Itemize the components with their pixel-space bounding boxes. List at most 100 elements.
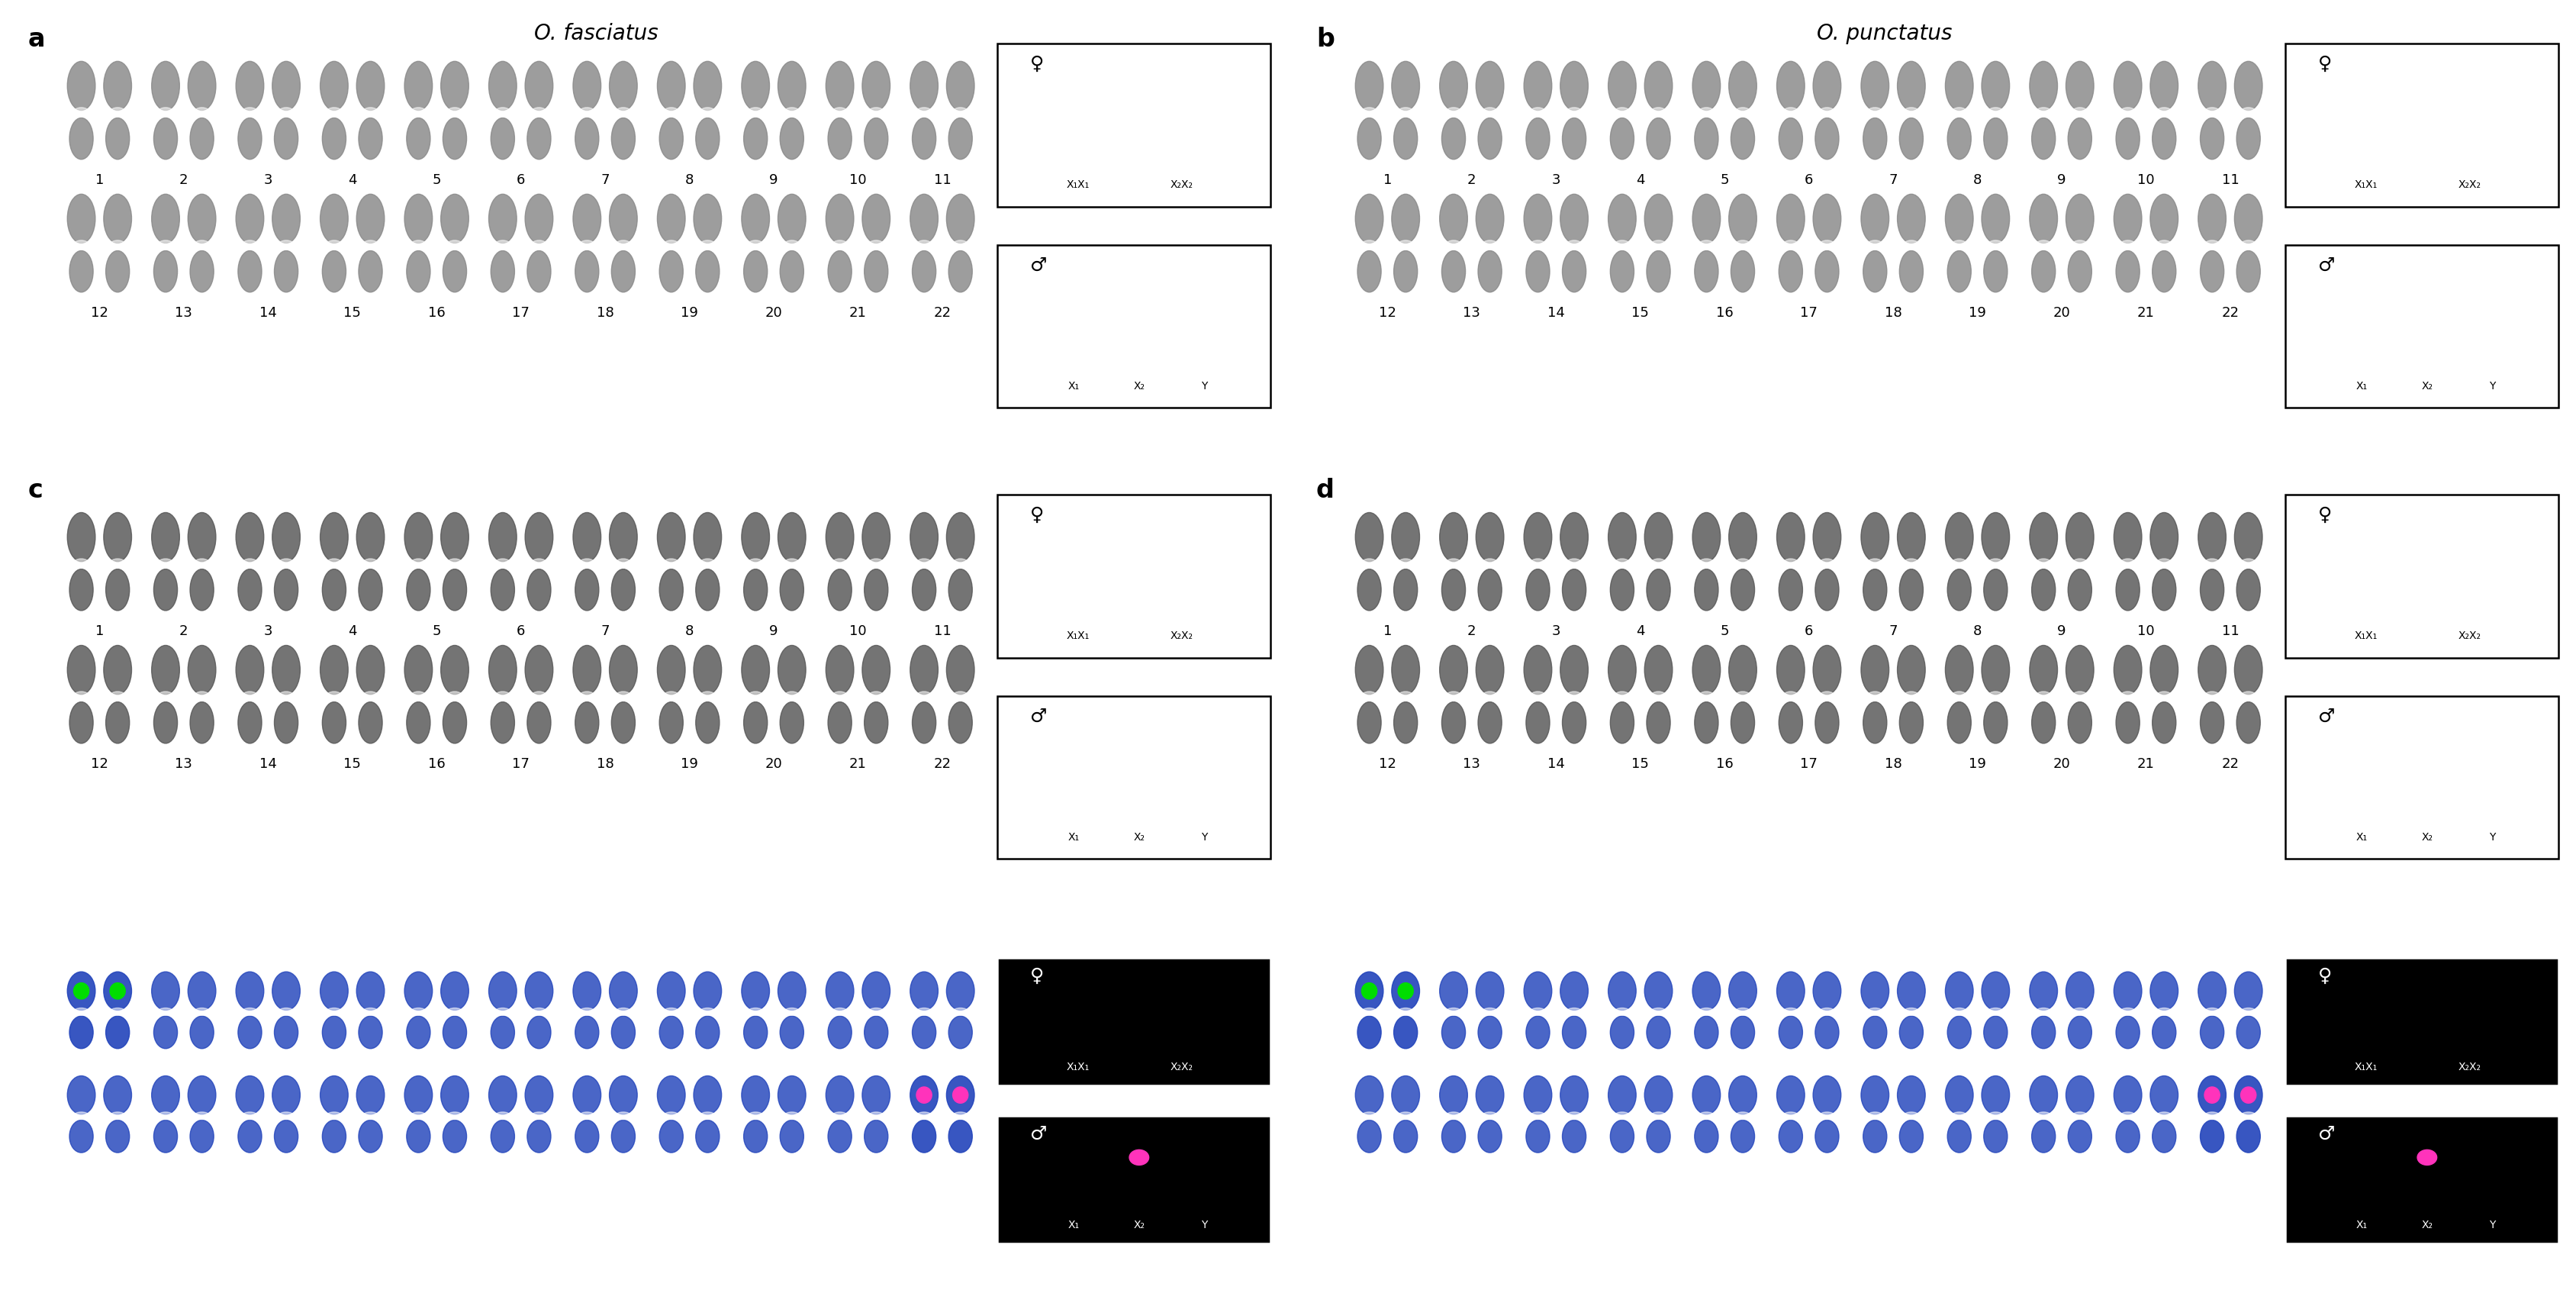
- Ellipse shape: [2205, 692, 2221, 701]
- Ellipse shape: [945, 645, 974, 694]
- Text: X₂: X₂: [1133, 1219, 1144, 1231]
- Ellipse shape: [2071, 107, 2087, 116]
- Ellipse shape: [1525, 1016, 1551, 1049]
- Text: 13: 13: [1463, 1164, 1481, 1178]
- Ellipse shape: [157, 1009, 173, 1015]
- Ellipse shape: [492, 569, 515, 610]
- Ellipse shape: [1816, 569, 1839, 610]
- Text: 3: 3: [263, 1060, 273, 1073]
- Ellipse shape: [1399, 559, 1414, 568]
- Ellipse shape: [1615, 240, 1631, 250]
- Ellipse shape: [1193, 284, 1216, 322]
- Ellipse shape: [574, 702, 598, 743]
- Text: 10: 10: [2138, 625, 2154, 639]
- Ellipse shape: [747, 692, 762, 701]
- Ellipse shape: [953, 692, 969, 701]
- Ellipse shape: [657, 61, 685, 110]
- Ellipse shape: [106, 1120, 129, 1152]
- Text: 15: 15: [1631, 1164, 1649, 1178]
- Ellipse shape: [448, 1009, 464, 1015]
- Ellipse shape: [1128, 769, 1149, 778]
- Ellipse shape: [237, 118, 263, 159]
- Ellipse shape: [489, 194, 518, 243]
- Ellipse shape: [495, 559, 510, 568]
- Ellipse shape: [2344, 727, 2380, 773]
- Ellipse shape: [2069, 569, 2092, 610]
- Ellipse shape: [1525, 645, 1551, 694]
- Ellipse shape: [2352, 769, 2372, 778]
- Ellipse shape: [2378, 118, 2396, 125]
- Ellipse shape: [492, 702, 515, 743]
- Text: 6: 6: [1806, 1060, 1814, 1073]
- Ellipse shape: [75, 983, 90, 999]
- Ellipse shape: [2154, 1120, 2177, 1152]
- Ellipse shape: [827, 702, 853, 743]
- Text: 15: 15: [343, 1164, 361, 1178]
- Ellipse shape: [407, 118, 430, 159]
- Ellipse shape: [1561, 251, 1587, 292]
- Ellipse shape: [2156, 559, 2172, 568]
- Ellipse shape: [1860, 1076, 1888, 1115]
- Ellipse shape: [783, 692, 799, 701]
- Ellipse shape: [1440, 194, 1468, 243]
- Ellipse shape: [237, 1016, 263, 1049]
- Ellipse shape: [1777, 194, 1806, 243]
- Text: 20: 20: [2053, 758, 2071, 771]
- Ellipse shape: [2439, 1016, 2458, 1021]
- Text: 17: 17: [1801, 758, 1819, 771]
- Ellipse shape: [2032, 1120, 2056, 1152]
- Ellipse shape: [1777, 512, 1806, 561]
- Ellipse shape: [1899, 251, 1924, 292]
- Ellipse shape: [404, 194, 433, 243]
- Ellipse shape: [1440, 61, 1468, 110]
- Text: Y: Y: [1200, 1219, 1208, 1231]
- Ellipse shape: [2329, 528, 2362, 572]
- Text: X₁: X₁: [2357, 381, 2367, 392]
- Ellipse shape: [909, 645, 938, 694]
- Ellipse shape: [531, 1009, 546, 1015]
- Ellipse shape: [1059, 328, 1090, 367]
- Ellipse shape: [778, 194, 806, 243]
- Ellipse shape: [2236, 1120, 2259, 1152]
- Ellipse shape: [1814, 1076, 1842, 1115]
- Ellipse shape: [410, 559, 425, 568]
- Ellipse shape: [407, 251, 430, 292]
- Ellipse shape: [2115, 1076, 2141, 1115]
- Ellipse shape: [1868, 559, 1883, 568]
- Text: 11: 11: [933, 173, 951, 187]
- Text: 3: 3: [263, 173, 273, 187]
- Ellipse shape: [1945, 1076, 1973, 1115]
- Ellipse shape: [948, 1120, 971, 1152]
- Ellipse shape: [443, 118, 466, 159]
- Text: 14: 14: [1548, 1164, 1564, 1178]
- Text: 1: 1: [95, 1060, 103, 1073]
- Ellipse shape: [1989, 107, 2004, 116]
- Ellipse shape: [157, 107, 173, 116]
- Ellipse shape: [1816, 118, 1839, 159]
- Ellipse shape: [1056, 727, 1092, 773]
- Ellipse shape: [1695, 1120, 1718, 1152]
- Ellipse shape: [701, 1112, 716, 1120]
- Ellipse shape: [2434, 534, 2465, 572]
- Ellipse shape: [103, 645, 131, 694]
- Ellipse shape: [693, 194, 721, 243]
- Ellipse shape: [574, 118, 598, 159]
- Ellipse shape: [953, 107, 969, 116]
- Ellipse shape: [2200, 1120, 2223, 1152]
- Ellipse shape: [1814, 61, 1842, 110]
- Ellipse shape: [1149, 127, 1175, 158]
- Ellipse shape: [2486, 771, 2499, 778]
- Ellipse shape: [1860, 512, 1888, 561]
- Ellipse shape: [1868, 1112, 1883, 1120]
- Ellipse shape: [1043, 578, 1072, 615]
- Ellipse shape: [2205, 1112, 2221, 1120]
- Ellipse shape: [1090, 569, 1108, 577]
- Ellipse shape: [2439, 118, 2458, 125]
- Ellipse shape: [917, 559, 933, 568]
- Ellipse shape: [1064, 319, 1084, 327]
- Ellipse shape: [1945, 194, 1973, 243]
- Ellipse shape: [1698, 559, 1713, 568]
- Ellipse shape: [747, 1009, 762, 1015]
- Ellipse shape: [1358, 118, 1381, 159]
- Ellipse shape: [747, 1112, 762, 1120]
